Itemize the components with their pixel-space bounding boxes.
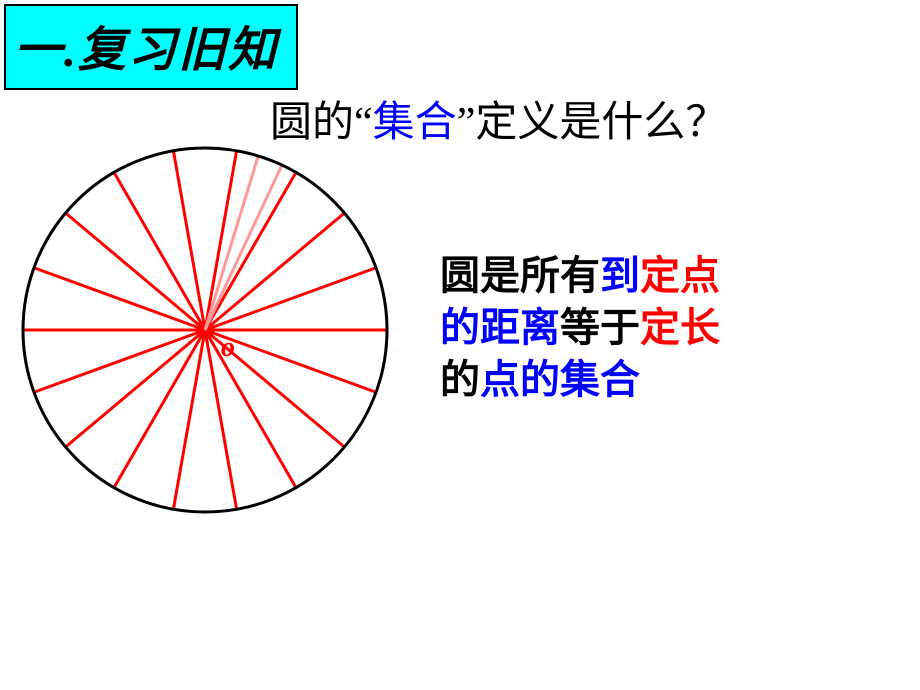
definition-line: 圆是所有到定点 bbox=[440, 250, 720, 302]
definition-segment: 到 bbox=[600, 253, 640, 298]
definition-text: 圆是所有到定点的距离等于定长的点的集合 bbox=[440, 250, 720, 406]
definition-segment: 的距离 bbox=[440, 305, 560, 350]
circle-svg bbox=[15, 140, 395, 520]
center-label: o bbox=[221, 332, 235, 364]
circle-diagram: o bbox=[15, 140, 395, 525]
title-main: 复习旧知 bbox=[78, 24, 278, 77]
question-segment: 定义是什么？ bbox=[475, 100, 727, 146]
definition-segment: 定长 bbox=[640, 305, 720, 350]
definition-segment: 点的集合 bbox=[480, 357, 640, 402]
section-title-box: 一.复习旧知 bbox=[4, 4, 298, 90]
definition-segment: 的 bbox=[440, 357, 480, 402]
definition-segment: 等于 bbox=[560, 305, 640, 350]
title-prefix: 一. bbox=[14, 24, 78, 77]
definition-segment: 定点 bbox=[640, 253, 720, 298]
question-segment: ” bbox=[457, 100, 476, 146]
definition-line: 的点的集合 bbox=[440, 354, 720, 406]
section-title: 一.复习旧知 bbox=[14, 24, 278, 77]
definition-line: 的距离等于定长 bbox=[440, 302, 720, 354]
definition-segment: 圆是所有 bbox=[440, 253, 600, 298]
watermark: . bbox=[395, 340, 398, 354]
